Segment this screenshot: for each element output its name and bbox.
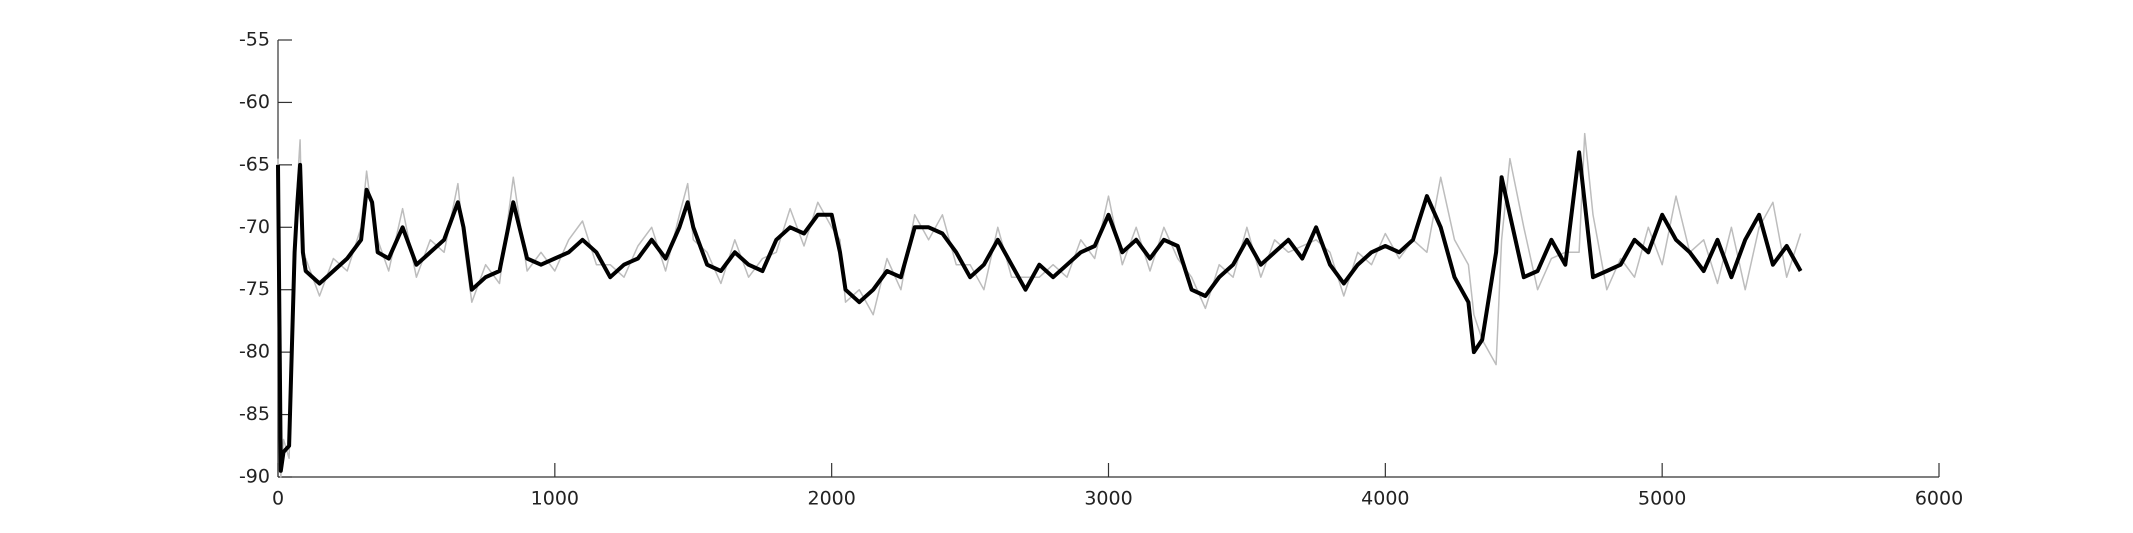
x-tick-label: 2000	[807, 488, 855, 510]
x-tick-label: 0	[272, 488, 284, 510]
y-tick-label: -70	[239, 216, 270, 238]
series-line	[276, 150, 1803, 473]
x-tick-label: 6000	[1915, 488, 1963, 510]
x-tick-label: 3000	[1084, 488, 1132, 510]
y-tick-label: -60	[239, 91, 270, 113]
x-tick-label: 5000	[1638, 488, 1686, 510]
x-tick-label: 1000	[531, 488, 579, 510]
x-tick-label: 4000	[1361, 488, 1409, 510]
y-tick-label: -75	[239, 278, 270, 300]
y-tick-label: -55	[239, 29, 270, 51]
y-tick-label: -85	[239, 403, 270, 425]
y-tick-label: -80	[239, 341, 270, 363]
y-tick-label: -90	[239, 466, 270, 488]
series-line	[277, 132, 1802, 478]
y-tick-label: -65	[239, 153, 270, 175]
